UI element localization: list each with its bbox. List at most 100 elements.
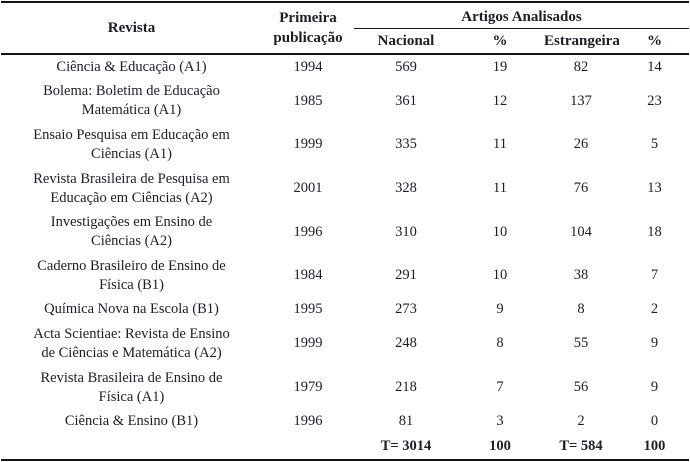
table-row: Caderno Brasileiro de Ensino de Física (… [1, 254, 689, 298]
first-publication-cell: 1985 [293, 92, 323, 109]
journal-name-cell: Bolema: Boletim de Educação Matemática (… [1, 80, 262, 124]
foreign-percent-cell: 14 [647, 58, 662, 75]
total-pct-nacional-cell: 100 [489, 437, 511, 454]
foreign-count-cell: 55 [573, 335, 589, 352]
totals-empty-primeira-cell [262, 434, 354, 460]
col-header-artigos-analisados: Artigos Analisados [354, 2, 690, 29]
total-estrangeira-cell: T= 584 [559, 437, 603, 454]
total-nacional-cell: T= 3014 [380, 437, 432, 454]
journal-name-line1: Bolema: Boletim de Educação [43, 83, 220, 100]
foreign-count-cell: 76 [573, 180, 589, 197]
table-row: Ensaio Pesquisa em Educação em Ciências … [1, 123, 689, 167]
table-body: Ciência & Educação (A1) 1994 569 19 82 1… [1, 54, 689, 434]
journal-name-line2: Ciências (A2) [91, 233, 172, 250]
foreign-count-cell: 38 [573, 267, 589, 284]
national-count-cell: 569 [395, 58, 417, 75]
foreign-count-cell: 26 [573, 136, 589, 153]
journal-name-cell: Revista Brasileira de Pesquisa em Educaç… [1, 167, 262, 211]
journal-name-line2: Física (A1) [98, 388, 165, 405]
foreign-percent-cell: 9 [650, 335, 659, 352]
first-publication-cell: 1994 [293, 58, 323, 75]
national-percent-cell: 12 [492, 92, 508, 109]
journal-name-line1: Revista Brasileira de Pesquisa em [33, 170, 230, 187]
foreign-percent-cell: 5 [650, 136, 659, 153]
journal-name-cell: Ciência & Ensino (B1) [1, 409, 262, 434]
header-row-sub: Nacional % Estrangeira % [1, 29, 689, 55]
journal-name-cell: Química Nova na Escola (B1) [1, 298, 262, 323]
national-percent-cell: 9 [496, 301, 504, 318]
header-row-top: Revista Primeira publicação Artigos Anal… [1, 2, 690, 46]
foreign-percent-cell: 18 [647, 223, 662, 240]
national-percent-cell: 11 [493, 136, 507, 153]
foreign-count-cell: 8 [577, 301, 585, 318]
table-row: Revista Brasileira de Pesquisa em Educaç… [1, 167, 689, 211]
national-count-cell: 310 [395, 223, 417, 240]
national-count-cell: 335 [395, 136, 417, 153]
table-row: Investigações em Ensino de Ciências (A2)… [1, 210, 689, 254]
table-row: Revista Brasileira de Ensino de Física (… [1, 366, 689, 410]
national-percent-cell: 7 [496, 379, 504, 396]
first-publication-cell: 1996 [293, 413, 323, 430]
national-count-cell: 361 [395, 92, 417, 109]
national-percent-cell: 8 [496, 335, 504, 352]
national-count-cell: 81 [398, 413, 414, 430]
foreign-count-cell: 2 [577, 413, 585, 430]
journal-name-cell: Caderno Brasileiro de Ensino de Física (… [1, 254, 262, 298]
national-percent-cell: 10 [492, 267, 508, 284]
foreign-count-cell: 56 [573, 379, 589, 396]
totals-empty-revista-cell [1, 434, 262, 460]
journal-name-line2: Ciências (A1) [91, 145, 172, 162]
foreign-percent-cell: 0 [650, 413, 659, 430]
national-percent-cell: 19 [492, 58, 508, 75]
national-count-cell: 273 [395, 301, 417, 318]
journal-name-line1: Investigações em Ensino de [50, 214, 213, 231]
foreign-percent-cell: 2 [650, 301, 659, 318]
table-row: Química Nova na Escola (B1) 1995 273 9 8… [1, 298, 689, 323]
journal-name-cell: Revista Brasileira de Ensino de Física (… [1, 366, 262, 410]
journal-name-line2: Educação em Ciências (A2) [50, 189, 213, 206]
foreign-percent-cell: 7 [650, 267, 659, 284]
national-count-cell: 218 [395, 379, 417, 396]
first-publication-cell: 1999 [293, 335, 323, 352]
first-publication-cell: 2001 [293, 180, 323, 197]
national-percent-cell: 3 [496, 413, 504, 430]
foreign-percent-cell: 23 [647, 92, 662, 109]
journal-name-cell: Ciência & Educação (A1) [1, 54, 262, 80]
first-publication-cell: 1979 [293, 379, 323, 396]
national-percent-cell: 10 [492, 223, 508, 240]
journal-name-line2: de Ciências e Matemática (A2) [41, 344, 222, 361]
journal-name-line1: Caderno Brasileiro de Ensino de [37, 257, 226, 274]
foreign-count-cell: 137 [570, 92, 592, 109]
table-row: Ciência & Educação (A1) 1994 569 19 82 1… [1, 54, 689, 80]
col-header-pct-nacional: % [492, 33, 508, 49]
journal-name-line1: Ciência & Educação (A1) [56, 58, 207, 75]
table-row: Bolema: Boletim de Educação Matemática (… [1, 80, 689, 124]
col-header-revista: Revista [107, 20, 156, 36]
foreign-count-cell: 104 [570, 223, 592, 240]
col-header-pct-estrangeira: % [647, 33, 662, 49]
col-header-nacional: Nacional [377, 33, 435, 49]
journal-name-line1: Química Nova na Escola (B1) [44, 301, 219, 318]
foreign-percent-cell: 13 [647, 180, 662, 197]
col-header-primeira-publicacao: Primeira publicação [273, 10, 343, 46]
journal-name-cell: Investigações em Ensino de Ciências (A2) [1, 210, 262, 254]
table-row: Ciência & Ensino (B1) 1996 81 3 2 0 [1, 409, 689, 434]
foreign-count-cell: 82 [573, 58, 589, 75]
journal-name-line1: Ciência & Ensino (B1) [64, 413, 199, 430]
table-header: Revista Primeira publicação Artigos Anal… [1, 2, 690, 55]
totals-row: T= 3014 100 T= 584 100 [1, 434, 689, 460]
first-publication-cell: 1995 [293, 301, 323, 318]
first-publication-cell: 1999 [293, 136, 323, 153]
journal-name-cell: Acta Scientiae: Revista de Ensino de Ciê… [1, 322, 262, 366]
national-count-cell: 248 [395, 335, 417, 352]
journal-name-line1: Acta Scientiae: Revista de Ensino [33, 325, 230, 342]
journal-name-cell: Ensaio Pesquisa em Educação em Ciências … [1, 123, 262, 167]
table-row: Acta Scientiae: Revista de Ensino de Ciê… [1, 322, 689, 366]
journal-name-line2: Matemática (A1) [81, 102, 182, 119]
journal-name-line1: Revista Brasileira de Ensino de [40, 369, 223, 386]
journal-name-line2: Física (B1) [99, 276, 164, 293]
national-count-cell: 328 [395, 180, 417, 197]
col-header-estrangeira: Estrangeira [544, 33, 620, 49]
